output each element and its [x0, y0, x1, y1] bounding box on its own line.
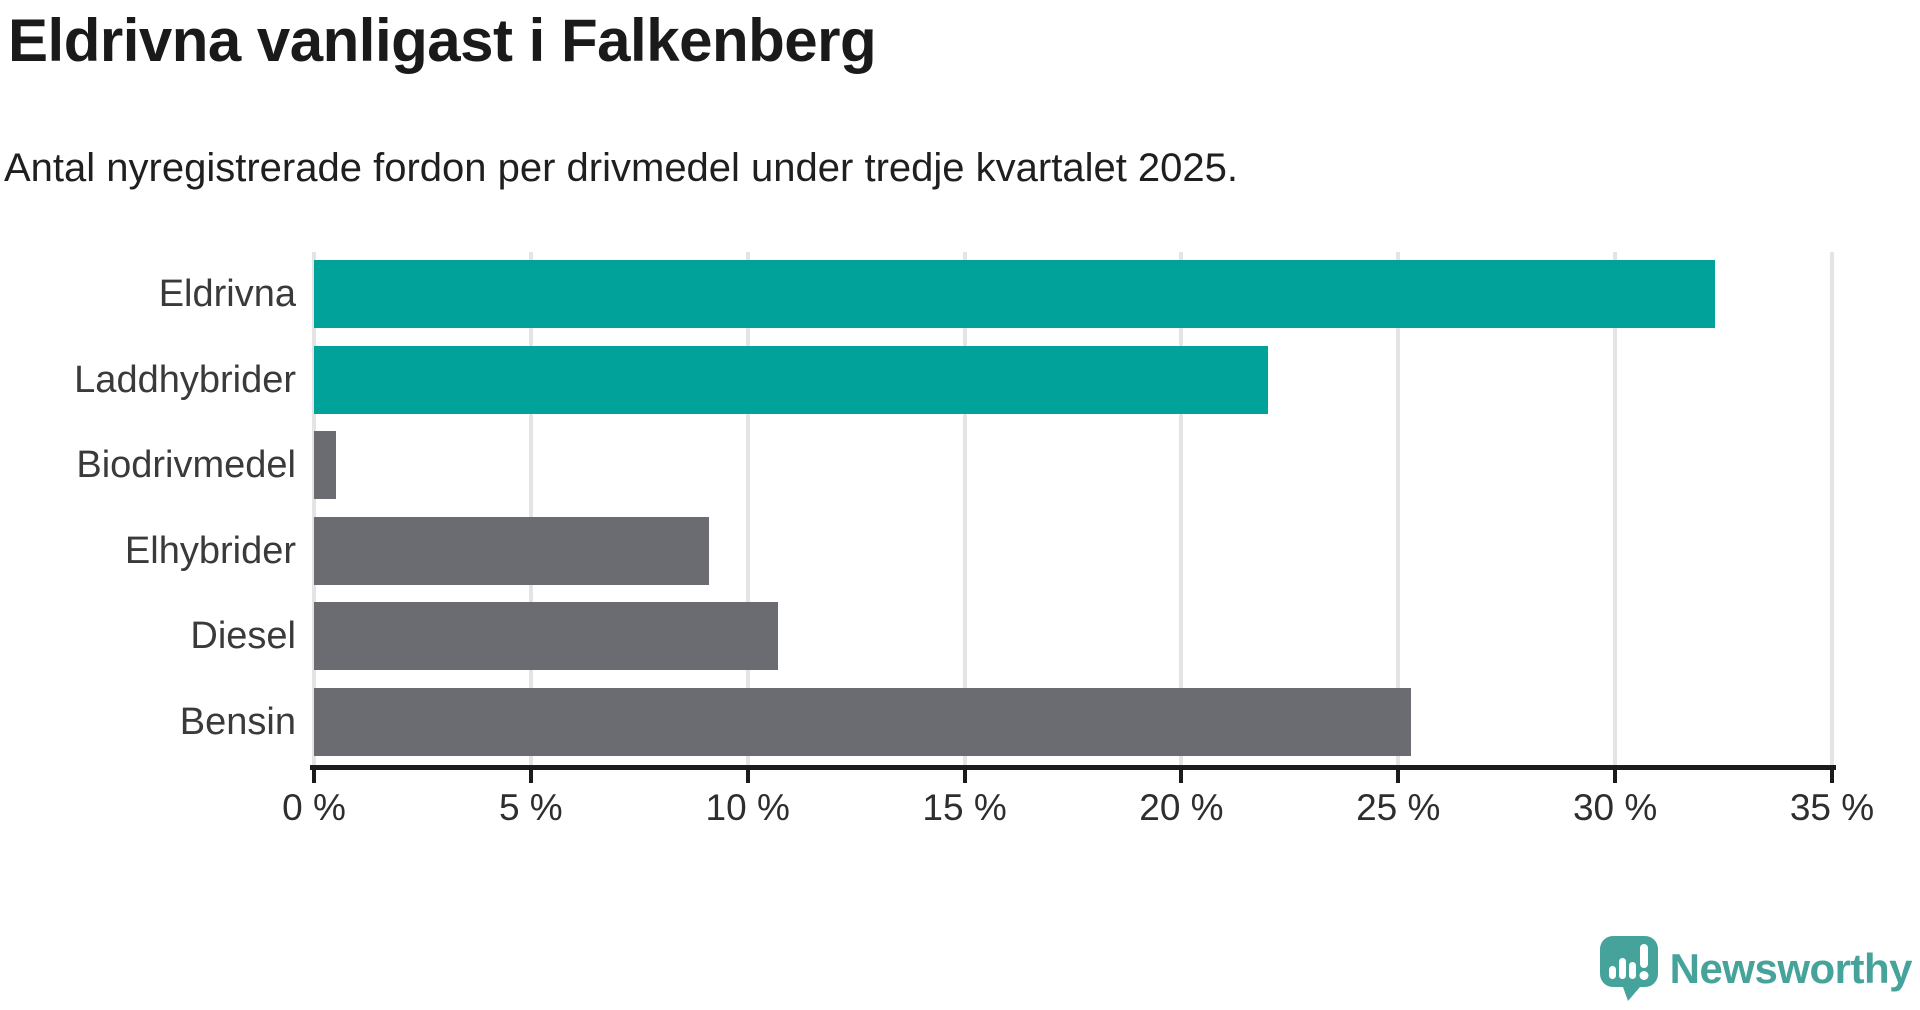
x-axis-tick-label-10: 10 % — [705, 787, 790, 828]
category-label-biodrivmedel: Biodrivmedel — [76, 444, 296, 486]
x-axis-tick-20 — [1179, 770, 1184, 783]
gridline-20 — [1179, 252, 1184, 765]
newsworthy-logo: Newsworthy — [1599, 936, 1913, 1002]
gridline-25 — [1396, 252, 1401, 765]
category-label-eldrivna: Eldrivna — [158, 273, 296, 315]
category-label-bensin: Bensin — [179, 701, 296, 743]
gridline-15 — [962, 252, 967, 765]
bar-eldrivna — [314, 260, 1715, 328]
x-axis-tick-30 — [1613, 770, 1618, 783]
gridline-30 — [1613, 252, 1618, 765]
x-axis-tick-label-5: 5 % — [498, 787, 563, 828]
x-axis-tick-25 — [1396, 770, 1401, 783]
x-axis-tick-label-0: 0 % — [282, 787, 346, 828]
gridline-10 — [745, 252, 750, 765]
x-axis-line — [310, 765, 1836, 770]
x-axis-tick-35 — [1830, 770, 1834, 783]
x-axis-tick-15 — [962, 770, 967, 783]
bar-biodrivmedel — [314, 431, 336, 499]
x-axis-tick-0 — [312, 770, 316, 783]
bar-laddhybrider — [314, 346, 1269, 414]
gridline-0 — [312, 252, 316, 765]
category-label-laddhybrider: Laddhybrider — [74, 359, 296, 401]
bar-elhybrider — [314, 517, 709, 585]
x-axis-tick-label-20: 20 % — [1139, 787, 1224, 828]
category-label-elhybrider: Elhybrider — [124, 530, 296, 572]
chart-subtitle: Antal nyregistrerade fordon per drivmede… — [4, 146, 1239, 190]
bar-diesel — [314, 602, 779, 670]
x-axis-tick-label-35: 35 % — [1789, 787, 1875, 828]
x-axis-tick-5 — [528, 770, 533, 783]
x-axis-tick-label-15: 15 % — [922, 787, 1007, 828]
category-label-diesel: Diesel — [190, 615, 296, 657]
gridline-5 — [528, 252, 533, 765]
gridline-35 — [1830, 252, 1834, 765]
bar-bensin — [314, 688, 1412, 756]
chart-title: Eldrivna vanligast i Falkenberg — [8, 7, 877, 74]
x-axis-tick-label-30: 30 % — [1572, 787, 1658, 828]
x-axis-tick-10 — [745, 770, 750, 783]
newsworthy-logo-icon — [1599, 936, 1658, 1001]
newsworthy-logo-text: Newsworthy — [1669, 945, 1913, 992]
x-axis-tick-label-25: 25 % — [1356, 787, 1441, 828]
